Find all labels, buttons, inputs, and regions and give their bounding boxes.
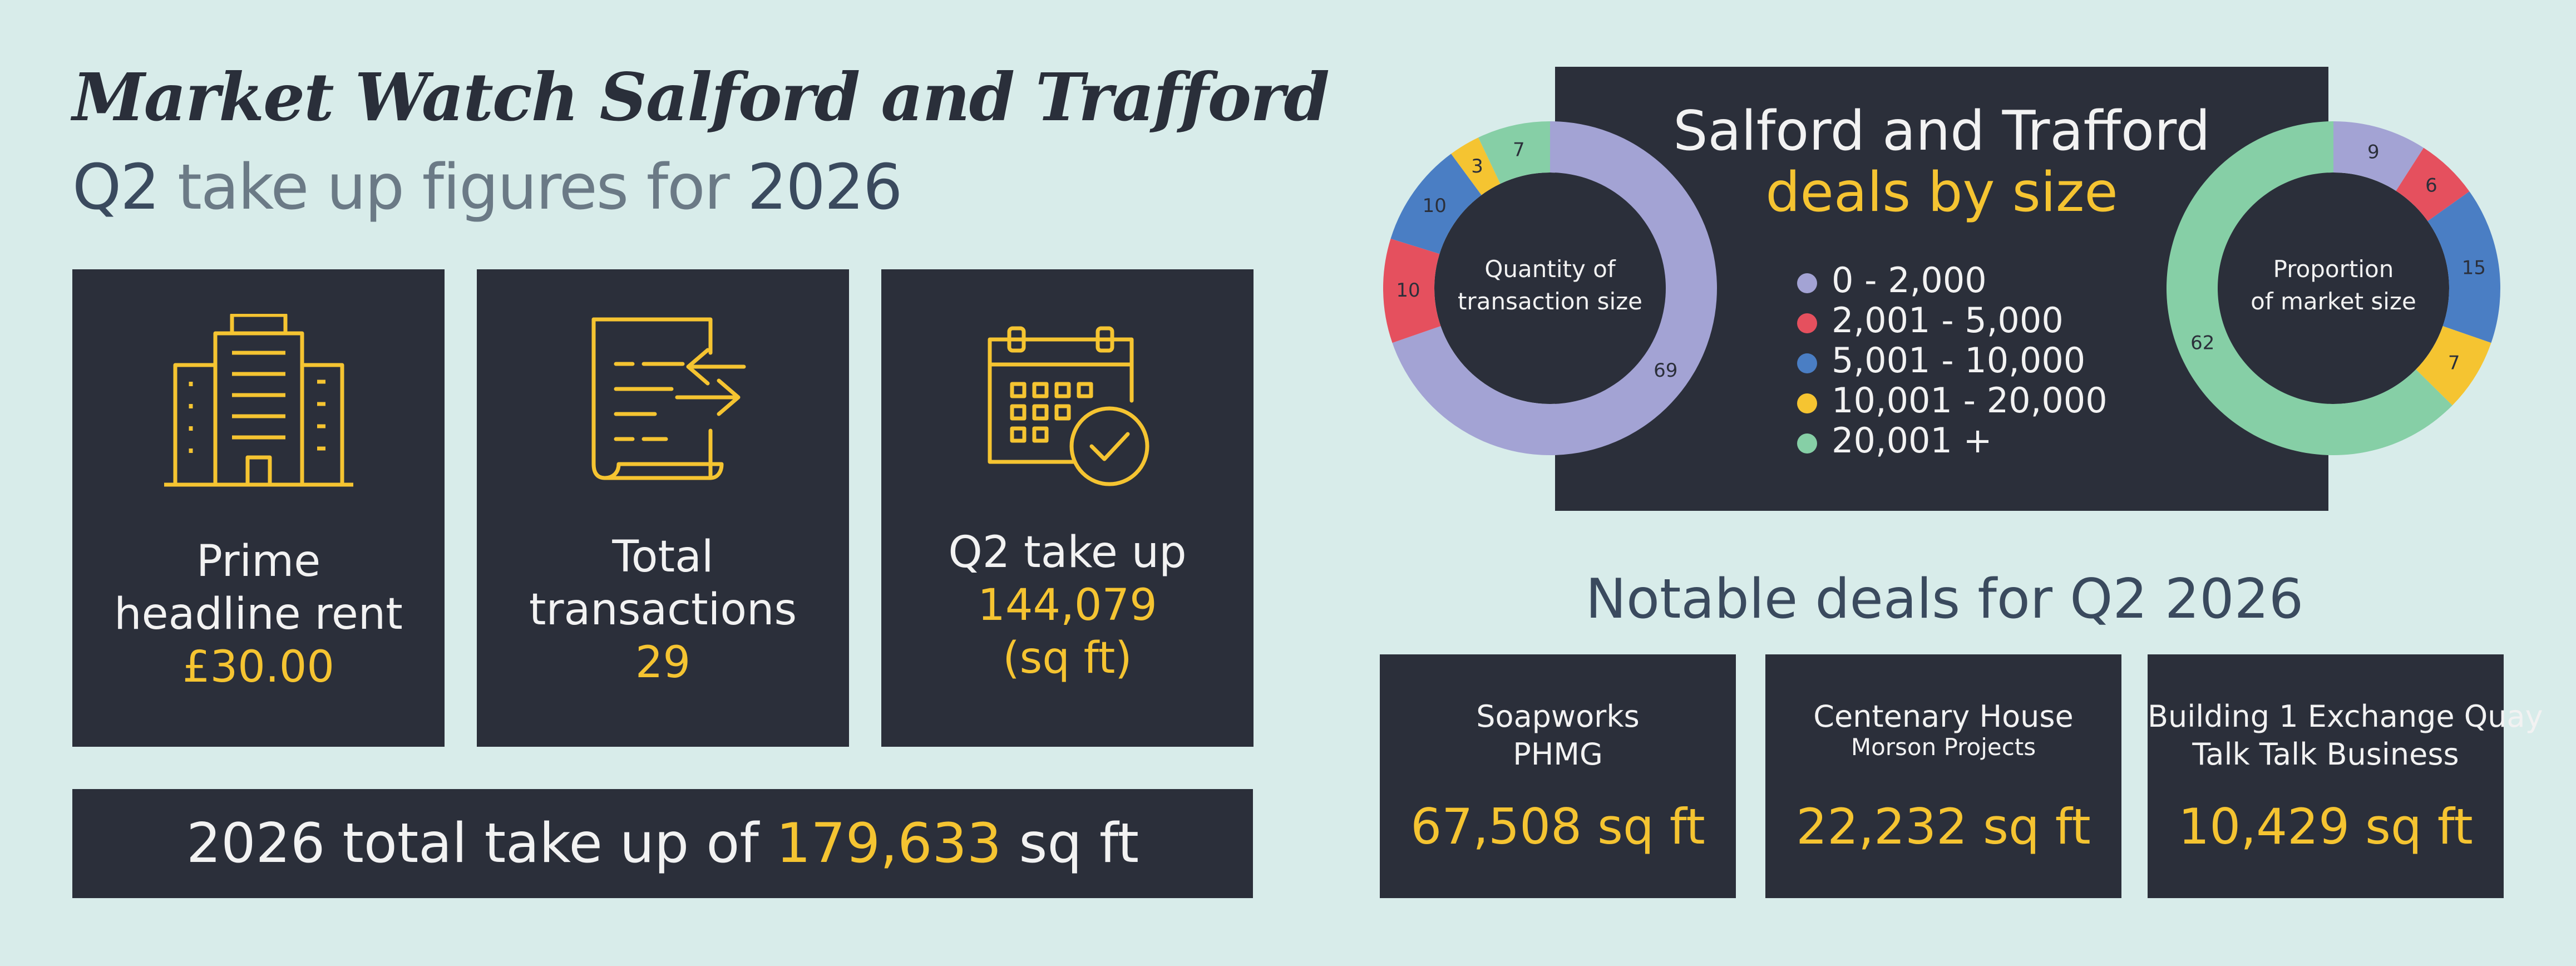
deal-size-value: 67,508 bbox=[1410, 798, 1582, 855]
deal-size: 10,429 sq ft bbox=[2148, 798, 2504, 855]
panel-title-line1: Salford and Trafford bbox=[1673, 100, 2210, 163]
donut-slice-5 bbox=[2167, 121, 2452, 455]
legend-swatch bbox=[1797, 353, 1817, 373]
donut-slice-3 bbox=[1390, 154, 1482, 254]
total-value: 179,633 bbox=[776, 812, 1002, 875]
legend-label: 2,001 - 5,000 bbox=[1832, 300, 2064, 341]
donut-chart-quantity: 69 10 10 3 7 Quantity of transaction size bbox=[1383, 121, 1717, 455]
donut-slice-1 bbox=[2333, 121, 2424, 191]
donut-chart-market: 9 6 15 7 62 Proportion of market size bbox=[2167, 121, 2500, 455]
legend-label: 20,001 + bbox=[1832, 420, 1992, 461]
page-subtitle: Q2 take up figures for 2026 bbox=[72, 151, 902, 224]
legend-swatch bbox=[1797, 433, 1817, 454]
donut-data-label: 10 bbox=[1396, 279, 1420, 302]
legend-label: 10,001 - 20,000 bbox=[1832, 380, 2108, 421]
deal-size-unit: sq ft bbox=[2350, 798, 2473, 855]
legend-item: 0 - 2,000 bbox=[1797, 260, 2108, 300]
subtitle-year: 2026 bbox=[747, 151, 902, 224]
donut-data-label: 6 bbox=[2425, 174, 2437, 196]
calendar-check-icon bbox=[881, 323, 1254, 512]
donut-slice-4 bbox=[2416, 326, 2491, 406]
legend-item: 20,001 + bbox=[1797, 421, 2108, 461]
stat-value-take-up: 144,079 bbox=[978, 580, 1157, 631]
document-transfer-icon bbox=[477, 314, 849, 503]
deal-name: Soapworks bbox=[1476, 699, 1640, 734]
donut-data-label: 7 bbox=[2448, 352, 2460, 374]
legend-item: 5,001 - 10,000 bbox=[1797, 341, 2108, 381]
office-building-icon bbox=[72, 314, 445, 503]
stat-card-prime-rent: Prime headline rent £30.00 bbox=[72, 269, 445, 747]
subtitle-quarter: Q2 bbox=[72, 151, 160, 224]
deal-company: PHMG bbox=[1513, 737, 1603, 772]
donut-slice-3 bbox=[2427, 191, 2500, 343]
donut-center-label-line2: transaction size bbox=[1458, 288, 1642, 315]
panel-title-line2: deals by size bbox=[1765, 160, 2118, 224]
stat-label-line1: Total bbox=[612, 532, 714, 582]
donut-data-label: 9 bbox=[2367, 141, 2380, 163]
donut-center-label-line1: Quantity of bbox=[1484, 255, 1616, 283]
deal-company: Talk Talk Business bbox=[2192, 737, 2459, 772]
donut-data-label: 3 bbox=[1471, 155, 1483, 178]
stat-label-line1: Prime bbox=[196, 536, 321, 586]
stat-value-unit: (sq ft) bbox=[1003, 633, 1132, 684]
donut-slice-1 bbox=[1392, 121, 1717, 455]
donut-slice-2 bbox=[2396, 147, 2470, 221]
donut-hole bbox=[2218, 172, 2449, 404]
deal-card: Centenary House Morson Projects 22,232 s… bbox=[1765, 654, 2121, 898]
size-legend: 0 - 2,000 2,001 - 5,000 5,001 - 10,000 1… bbox=[1797, 260, 2108, 461]
notable-deals-title: Notable deals for Q2 2026 bbox=[1585, 568, 2304, 631]
legend-label: 0 - 2,000 bbox=[1832, 260, 1987, 300]
donut-hole bbox=[1434, 172, 1666, 404]
deal-name: Building 1 Exchange Quay bbox=[2148, 699, 2543, 734]
deal-name: Centenary House bbox=[1813, 699, 2074, 734]
deal-size-unit: sq ft bbox=[1967, 798, 2091, 855]
donut-slice-5 bbox=[1478, 121, 1550, 184]
legend-item: 2,001 - 5,000 bbox=[1797, 300, 2108, 341]
stat-card-total-transactions: Total transactions 29 bbox=[477, 269, 849, 747]
total-take-up-bar: 2026 total take up of 179,633 sq ft bbox=[72, 789, 1253, 898]
deal-size-unit: sq ft bbox=[1582, 798, 1705, 855]
donut-data-label: 62 bbox=[2190, 332, 2214, 354]
stat-label-line1: Q2 take up bbox=[948, 528, 1187, 578]
deals-by-size-title: Salford and Trafford deals by size bbox=[1555, 101, 2328, 224]
legend-swatch bbox=[1797, 273, 1817, 293]
total-suffix: sq ft bbox=[1001, 812, 1139, 875]
total-prefix: 2026 total take up of bbox=[186, 812, 776, 875]
stat-value-prime-rent: £30.00 bbox=[182, 642, 334, 693]
donut-center-label-line1: Proportion bbox=[2273, 255, 2394, 283]
legend-swatch bbox=[1797, 313, 1817, 333]
stat-label-line2: transactions bbox=[529, 585, 797, 635]
donut-data-label: 10 bbox=[1423, 195, 1447, 217]
stat-value-transactions: 29 bbox=[635, 638, 691, 688]
page-title: Market Watch Salford and Trafford bbox=[72, 58, 1330, 136]
stat-card-q2-take-up: Q2 take up 144,079 (sq ft) bbox=[881, 269, 1254, 747]
deal-card: Soapworks PHMG 67,508 sq ft bbox=[1380, 654, 1736, 898]
legend-swatch bbox=[1797, 393, 1817, 413]
donut-data-label: 7 bbox=[1513, 139, 1525, 161]
deal-size: 22,232 sq ft bbox=[1765, 798, 2121, 855]
legend-item: 10,001 - 20,000 bbox=[1797, 381, 2108, 421]
deal-size-value: 10,429 bbox=[2178, 798, 2350, 855]
donut-center-label-line2: of market size bbox=[2251, 288, 2416, 315]
deal-size-value: 22,232 bbox=[1796, 798, 1968, 855]
donut-data-label: 15 bbox=[2462, 257, 2486, 279]
legend-label: 5,001 - 10,000 bbox=[1832, 340, 2086, 381]
stat-label-line2: headline rent bbox=[114, 589, 403, 640]
donut-slice-4 bbox=[1451, 137, 1501, 195]
subtitle-text: take up figures for bbox=[159, 151, 748, 224]
deal-card: Building 1 Exchange Quay Talk Talk Busin… bbox=[2148, 654, 2543, 898]
donut-data-label: 69 bbox=[1654, 359, 1677, 382]
deal-company: Morson Projects bbox=[1850, 733, 2036, 761]
deal-size: 67,508 sq ft bbox=[1380, 798, 1736, 855]
donut-slice-2 bbox=[1383, 238, 1441, 343]
